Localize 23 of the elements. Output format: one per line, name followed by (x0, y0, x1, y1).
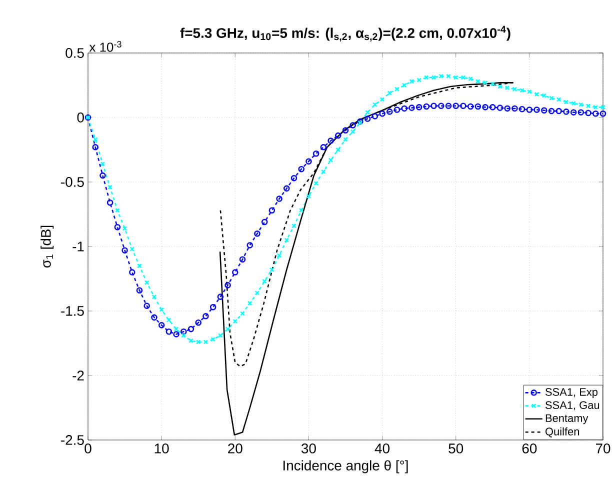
legend-label: SSA1, Gau (545, 401, 600, 410)
y-axis-title: σ$_{1}$ [dB] (40, 226, 54, 268)
x-tick-label: 30 (301, 444, 316, 454)
x-tick-label: 0 (84, 444, 92, 454)
y-tick-label: -1.5 (61, 306, 84, 316)
x-tick-label: 50 (448, 444, 464, 454)
y-tick-label: -1 (72, 242, 84, 252)
y-tick-label: 0 (77, 112, 84, 122)
legend-label: Bentamy (546, 414, 588, 424)
y-tick-label: 0.5 (66, 48, 84, 58)
y-tick-label: -2.5 (61, 435, 84, 445)
x-tick-label: 10 (154, 444, 169, 454)
y-tick-label: -0.5 (61, 177, 84, 187)
x-tick-label: 60 (522, 444, 537, 454)
x-tick-label: 70 (596, 444, 610, 454)
x-tick-label: 40 (374, 444, 390, 454)
y-tick-label: -2 (72, 370, 84, 380)
x-axis-title: Incidence angle θ [°] (284, 460, 408, 474)
x-tick-label: 20 (228, 444, 242, 454)
chart-title: f=5.3 GHz, u$_{10}$=5 m/s: (l$_{s,2}$, α$_{s,2}$)=(2.2 cm, 0.07x10$^{-4}$) (180, 26, 510, 42)
legend-label: Quilfen (546, 427, 579, 438)
legend-label: SSA1, Exp (545, 388, 598, 398)
text: x 10$^{-3}$ (89, 41, 122, 52)
